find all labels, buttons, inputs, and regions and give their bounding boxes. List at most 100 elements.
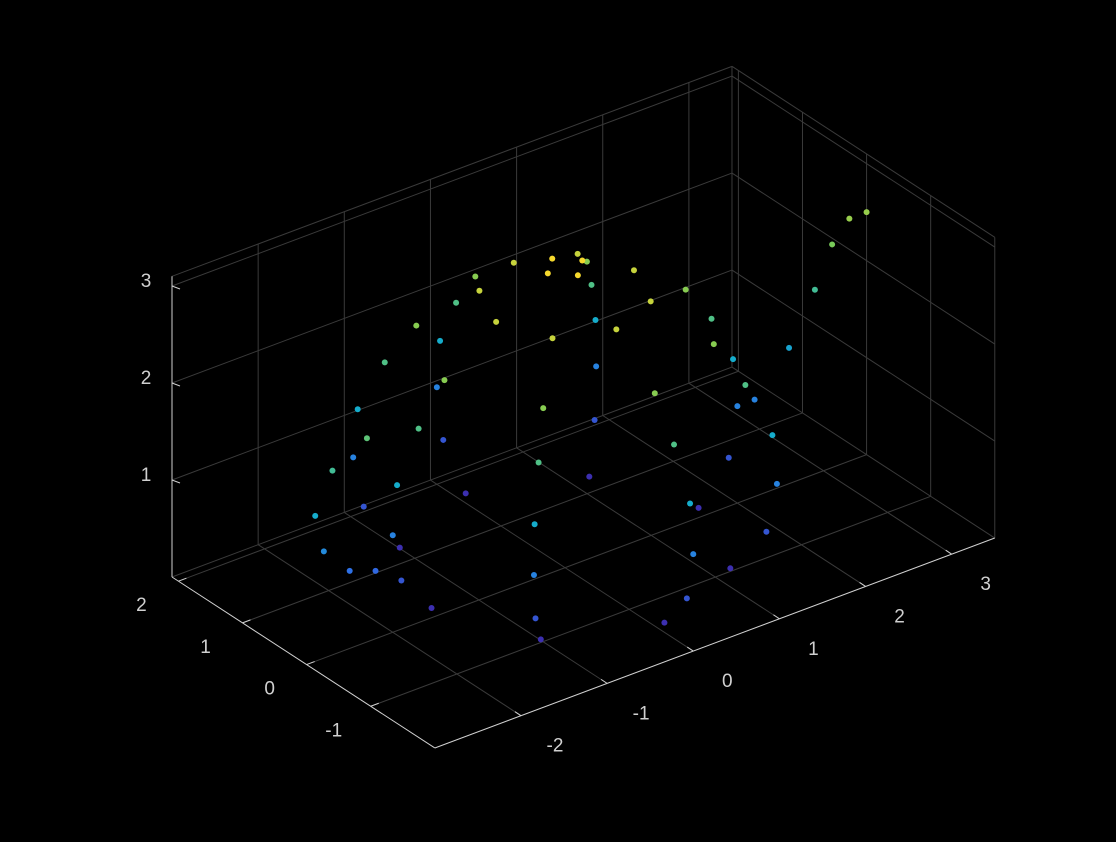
point [413,322,420,329]
point [544,270,551,277]
tick-mark [370,702,379,707]
point [661,619,668,626]
point [350,454,357,461]
point [398,577,405,584]
box-edge [731,65,996,238]
grid-line [731,172,996,345]
x-tick-label: 2 [894,606,905,627]
box-edge [731,366,996,539]
point [742,381,749,388]
point [363,435,370,442]
point [687,500,694,507]
tick-mark [859,582,866,587]
tick-mark [178,577,187,582]
point [579,257,586,264]
point [593,363,600,370]
point [394,482,401,489]
point [690,551,697,558]
point [613,326,620,333]
point [591,417,598,424]
grid-line [344,511,608,684]
y-tick-label: 1 [200,637,211,658]
tick-mark [945,549,952,555]
point [811,286,818,293]
x-tick-label: 0 [722,671,733,692]
point [537,636,544,643]
tick-mark [171,479,181,484]
z-tick-label: 2 [141,368,152,389]
y-tick-label: 0 [264,679,275,700]
point [433,384,440,391]
point [530,572,537,579]
point [360,503,367,510]
point [453,299,460,306]
point [592,317,599,324]
point [312,512,319,519]
y-tick-label: -1 [325,720,342,741]
grid-line [178,370,739,582]
grid-line [688,382,952,555]
point [574,250,581,257]
grid-line [242,412,803,624]
point [586,473,593,480]
point [773,480,780,487]
point [751,396,758,403]
point [372,567,379,574]
x-tick-label: 1 [808,639,819,660]
tick-mark [171,285,181,290]
point [583,258,590,265]
point [725,454,732,461]
tick-mark [242,619,251,624]
grid-line [370,495,931,707]
point [630,267,637,274]
grid-line [257,544,522,717]
point [510,259,517,266]
z-tick-label: 1 [141,465,152,486]
point [329,467,336,474]
x-tick-label: -1 [633,703,650,724]
grid-line [731,75,996,248]
point [462,490,469,497]
box-edge [171,65,733,277]
point [532,615,539,622]
point [354,406,361,413]
tick-mark [514,711,522,717]
point [381,359,388,366]
grid-line [731,269,996,442]
tick-mark [171,382,181,387]
point [493,318,500,325]
point [588,281,595,288]
grid-line [171,172,733,384]
grid-line [171,75,733,287]
point [476,287,483,294]
point [829,241,836,248]
z-tick-label: 3 [141,271,152,292]
point [437,337,444,344]
tick-mark [600,678,608,684]
point [695,504,702,511]
point [708,315,715,322]
point [389,532,396,539]
grid-line [516,447,780,620]
point [769,432,776,439]
tick-mark [306,661,315,666]
point [682,286,689,293]
point [549,255,556,262]
y-tick-label: 2 [136,595,147,616]
point [441,377,448,384]
point [535,459,542,466]
point [472,273,479,280]
point [763,528,770,535]
tick-mark [773,614,780,620]
point [730,356,737,363]
point [734,403,741,410]
point [396,544,403,551]
tick-mark [686,646,694,652]
point [574,272,581,279]
box-edge [171,366,733,578]
x-axis [434,537,995,749]
point [786,344,793,351]
